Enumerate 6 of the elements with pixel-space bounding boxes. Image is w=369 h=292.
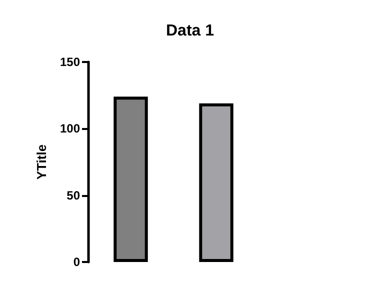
y-tick-label: 150 bbox=[60, 55, 80, 69]
y-tick-label: 100 bbox=[60, 122, 80, 136]
y-tick-label: 0 bbox=[73, 255, 80, 269]
y-axis-title: YTitle bbox=[34, 144, 49, 180]
chart-title: Data 1 bbox=[166, 22, 214, 40]
y-tick-label: 50 bbox=[66, 188, 80, 202]
